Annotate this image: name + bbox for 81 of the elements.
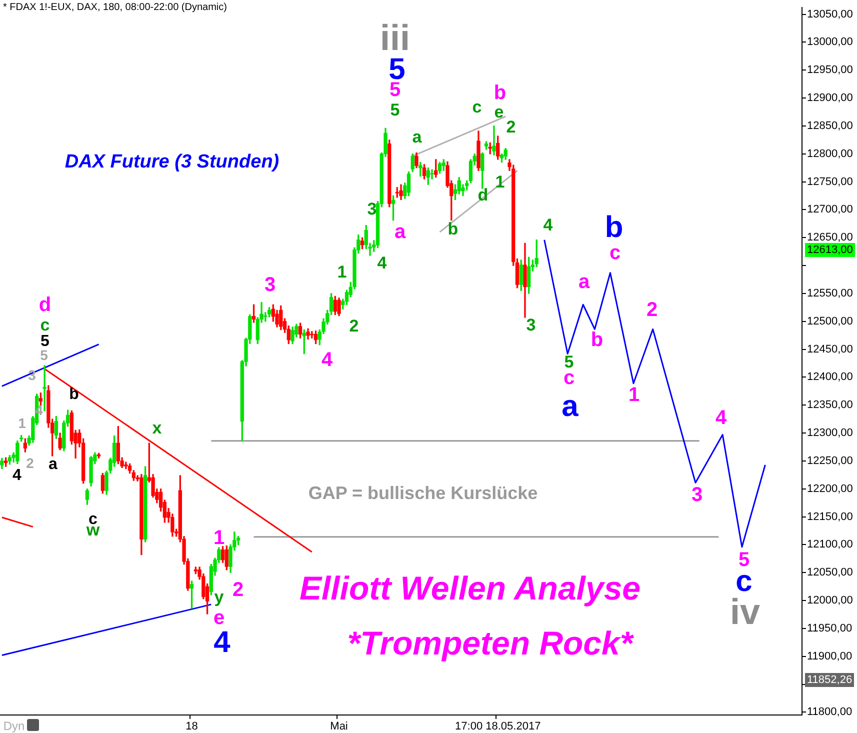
annotation: b xyxy=(69,386,79,403)
y-tick-label: 12550,00 xyxy=(807,287,853,300)
y-tick-label: 12200,00 xyxy=(807,482,853,495)
annotation: 2 xyxy=(349,316,359,336)
annotation: 5 xyxy=(40,333,50,350)
annotation: 1 xyxy=(18,415,26,431)
x-tick-label: Mai xyxy=(330,720,348,733)
y-tick-label: 12750,00 xyxy=(807,176,853,188)
chart-title: * FDAX 1!-EUX, DAX, 180, 08:00-22:00 (Dynamic) xyxy=(3,2,227,13)
annotation: 4 xyxy=(377,254,387,272)
annotation: e xyxy=(213,607,225,629)
annotation: a xyxy=(562,390,578,423)
annotation: b xyxy=(604,211,624,244)
annotation: 4 xyxy=(214,626,230,659)
annotation: 1 xyxy=(213,527,225,549)
annotation: 4 xyxy=(715,407,727,429)
y-tick-label: 11900,00 xyxy=(807,650,852,662)
y-tick-label: 11800,00 xyxy=(807,706,852,718)
y-tick-label: 12700,00 xyxy=(807,204,853,216)
annotation: 3 xyxy=(367,200,377,218)
annotation: GAP = bullische Kurslücke xyxy=(308,483,538,503)
y-tick-label: 12950,00 xyxy=(807,64,853,76)
y-tick-label: 12850,00 xyxy=(807,120,853,132)
annotation: a xyxy=(394,221,406,243)
candlestick xyxy=(430,169,434,180)
text: Dyn xyxy=(3,719,25,733)
annotation: 2 xyxy=(506,118,516,136)
y-tick-label: 13050,00 xyxy=(807,8,853,20)
annotation: 1 xyxy=(495,172,505,192)
annotation: iii xyxy=(380,17,410,58)
x-tick-label: 17:00 18.05.2017 xyxy=(455,720,541,733)
annotation: x xyxy=(152,418,162,438)
annotation: d xyxy=(478,186,488,204)
annotation: 5 xyxy=(390,100,400,120)
annotation: 3 xyxy=(264,274,276,296)
y-tick-label: 12300,00 xyxy=(807,427,853,440)
candlestick xyxy=(42,365,46,412)
y-tick-label: 12450,00 xyxy=(807,343,853,356)
annotation: 1 xyxy=(337,262,347,282)
text: DAX Future (3 Stunden) xyxy=(64,152,280,172)
y-tick-label: 12800,00 xyxy=(807,148,853,160)
annotation: c xyxy=(40,316,50,334)
annotation: 3 xyxy=(526,316,536,334)
x-tick-label: 18 xyxy=(186,720,198,733)
annotation: b xyxy=(494,82,506,104)
y-tick-label: 12900,00 xyxy=(807,92,853,104)
annotation: *Trompeten Rock* xyxy=(347,624,633,662)
y-tick-label: 12100,00 xyxy=(807,538,853,551)
annotation: 4 xyxy=(321,349,333,371)
candlestick xyxy=(492,126,496,156)
annotation: 4 xyxy=(12,467,22,484)
annotation: 3 xyxy=(691,484,703,506)
annotation: a xyxy=(412,128,422,146)
annotation: Elliott Wellen Analyse xyxy=(299,570,641,606)
y-tick-label: 11950,00 xyxy=(807,622,852,634)
annotation: 4 xyxy=(543,216,553,234)
y-tick-label: 12250,00 xyxy=(807,454,853,467)
annotation: d xyxy=(38,294,52,316)
annotation: 2 xyxy=(646,299,658,321)
annotation: a xyxy=(578,271,590,293)
annotation: c xyxy=(609,242,621,264)
y-tick-label: 12050,00 xyxy=(807,566,853,579)
y-tick-label: 13000,00 xyxy=(807,36,853,48)
annotation: 1 xyxy=(628,384,640,406)
annotation: a xyxy=(48,456,58,473)
y-tick-label: 12350,00 xyxy=(807,399,853,412)
annotation: 2 xyxy=(26,455,34,471)
y-tick-label: 12500,00 xyxy=(807,315,853,328)
annotation: b xyxy=(590,329,604,351)
y-tick-label: 12150,00 xyxy=(807,510,853,523)
annotation: c xyxy=(472,98,482,116)
text: 12613,00 xyxy=(805,243,855,257)
annotation: e xyxy=(494,102,504,122)
annotation: b xyxy=(448,220,458,238)
y-tick-label: 12000,00 xyxy=(807,594,853,607)
annotation: 2 xyxy=(232,579,244,601)
y-tick-label: 12400,00 xyxy=(807,371,853,384)
y-tick-label: 12650,00 xyxy=(807,232,853,244)
text: 11852,26 xyxy=(805,673,854,687)
annotation: y xyxy=(214,588,224,606)
annotation: 5 xyxy=(40,347,48,363)
